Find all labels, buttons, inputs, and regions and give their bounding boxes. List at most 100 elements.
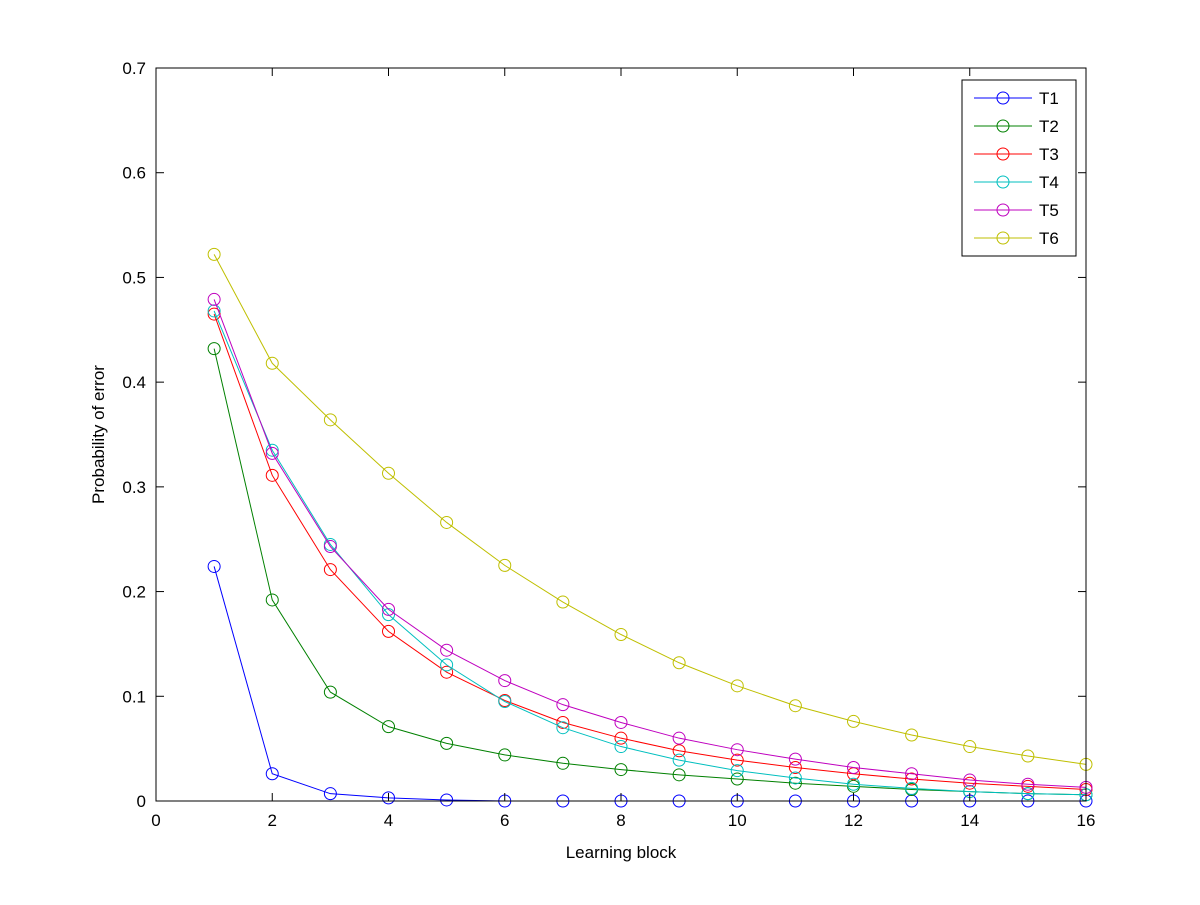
legend-marker [996, 175, 1010, 189]
x-tick-label: 8 [616, 811, 625, 830]
x-tick-label: 2 [268, 811, 277, 830]
legend-label: T5 [1039, 201, 1059, 220]
data-point [382, 608, 395, 622]
x-tick-label: 12 [844, 811, 863, 830]
series-line [213, 310, 1087, 796]
data-point [556, 595, 570, 609]
data-point [498, 674, 512, 688]
data-point [556, 756, 570, 770]
y-tick-label: 0.3 [122, 478, 146, 497]
plot-area [156, 68, 1086, 801]
legend-item-T2: T2 [974, 117, 1059, 136]
data-point [207, 247, 221, 261]
data-point [730, 764, 744, 778]
legend-marker [996, 147, 1010, 161]
data-point [323, 563, 337, 577]
series-T5 [207, 292, 1093, 794]
x-tick-label: 6 [500, 811, 509, 830]
y-axis: 0 0.1 0.2 0.3 0.4 0.5 0.6 0.7 [122, 59, 1086, 811]
x-tick-label: 0 [151, 811, 160, 830]
data-point [498, 748, 512, 762]
legend-label: T6 [1039, 229, 1059, 248]
data-point [905, 767, 919, 781]
data-point [1021, 749, 1035, 763]
data-point [672, 768, 686, 782]
data-point [672, 656, 686, 670]
data-point [323, 413, 337, 427]
data-point [382, 466, 395, 480]
data-point [265, 443, 279, 457]
data-point [730, 772, 744, 786]
legend-item-T3: T3 [974, 145, 1059, 164]
data-point [382, 624, 395, 638]
data-point [730, 679, 744, 693]
data-point [440, 793, 454, 807]
data-point [847, 760, 860, 774]
legend-marker [996, 119, 1010, 133]
legend-marker [996, 231, 1010, 245]
legend-label: T2 [1039, 117, 1059, 136]
data-point [207, 559, 221, 573]
data-point [614, 731, 628, 745]
data-point [265, 767, 279, 781]
data-point [265, 356, 279, 370]
data-point [382, 791, 395, 805]
data-point [498, 695, 512, 709]
data-point [788, 699, 802, 713]
x-tick-label: 10 [728, 811, 747, 830]
y-tick-label: 0.5 [122, 268, 146, 287]
legend: T1 T2 T3 T4 T5 T6 [961, 79, 1077, 257]
x-tick-label: 16 [1077, 811, 1096, 830]
data-point [788, 760, 802, 774]
legend-item-T4: T4 [974, 173, 1059, 192]
y-tick-label: 0.2 [122, 583, 146, 602]
data-point [963, 740, 977, 754]
series-line [213, 299, 1087, 788]
x-tick-label: 4 [384, 811, 393, 830]
data-point [730, 743, 744, 757]
y-tick-label: 0 [137, 792, 146, 811]
data-point [440, 658, 454, 672]
data-point [556, 698, 570, 712]
data-point [265, 593, 279, 607]
data-point [498, 558, 512, 572]
data-point [265, 468, 279, 482]
y-tick-label: 0.7 [122, 59, 146, 78]
data-point [614, 763, 628, 777]
data-point [672, 753, 686, 767]
legend-label: T1 [1039, 89, 1059, 108]
data-point [207, 292, 221, 306]
legend-marker [996, 203, 1010, 217]
data-point [963, 776, 977, 790]
series-line [213, 313, 1087, 790]
data-point [556, 715, 570, 729]
data-point [788, 752, 802, 766]
series-T6 [207, 247, 1093, 771]
data-point [614, 715, 628, 729]
data-point [382, 602, 395, 616]
data-point [440, 515, 454, 529]
data-point [265, 446, 279, 460]
y-tick-label: 0.4 [122, 373, 146, 392]
data-point [730, 753, 744, 767]
data-point [847, 714, 860, 728]
data-point [905, 772, 919, 786]
data-point [1021, 787, 1035, 801]
data-point [788, 771, 802, 785]
data-point [905, 728, 919, 742]
y-tick-label: 0.6 [122, 164, 146, 183]
data-point [847, 777, 860, 791]
data-point [440, 736, 454, 750]
legend-item-T6: T6 [974, 229, 1059, 248]
y-axis-label: Probability of error [89, 365, 108, 504]
data-point [323, 540, 337, 554]
data-point [963, 773, 977, 787]
legend-label: T4 [1039, 173, 1059, 192]
data-point [323, 787, 337, 801]
x-axis-label: Learning block [566, 843, 677, 862]
data-point [672, 731, 686, 745]
legend-item-T1: T1 [974, 89, 1059, 108]
data-point [614, 628, 628, 642]
